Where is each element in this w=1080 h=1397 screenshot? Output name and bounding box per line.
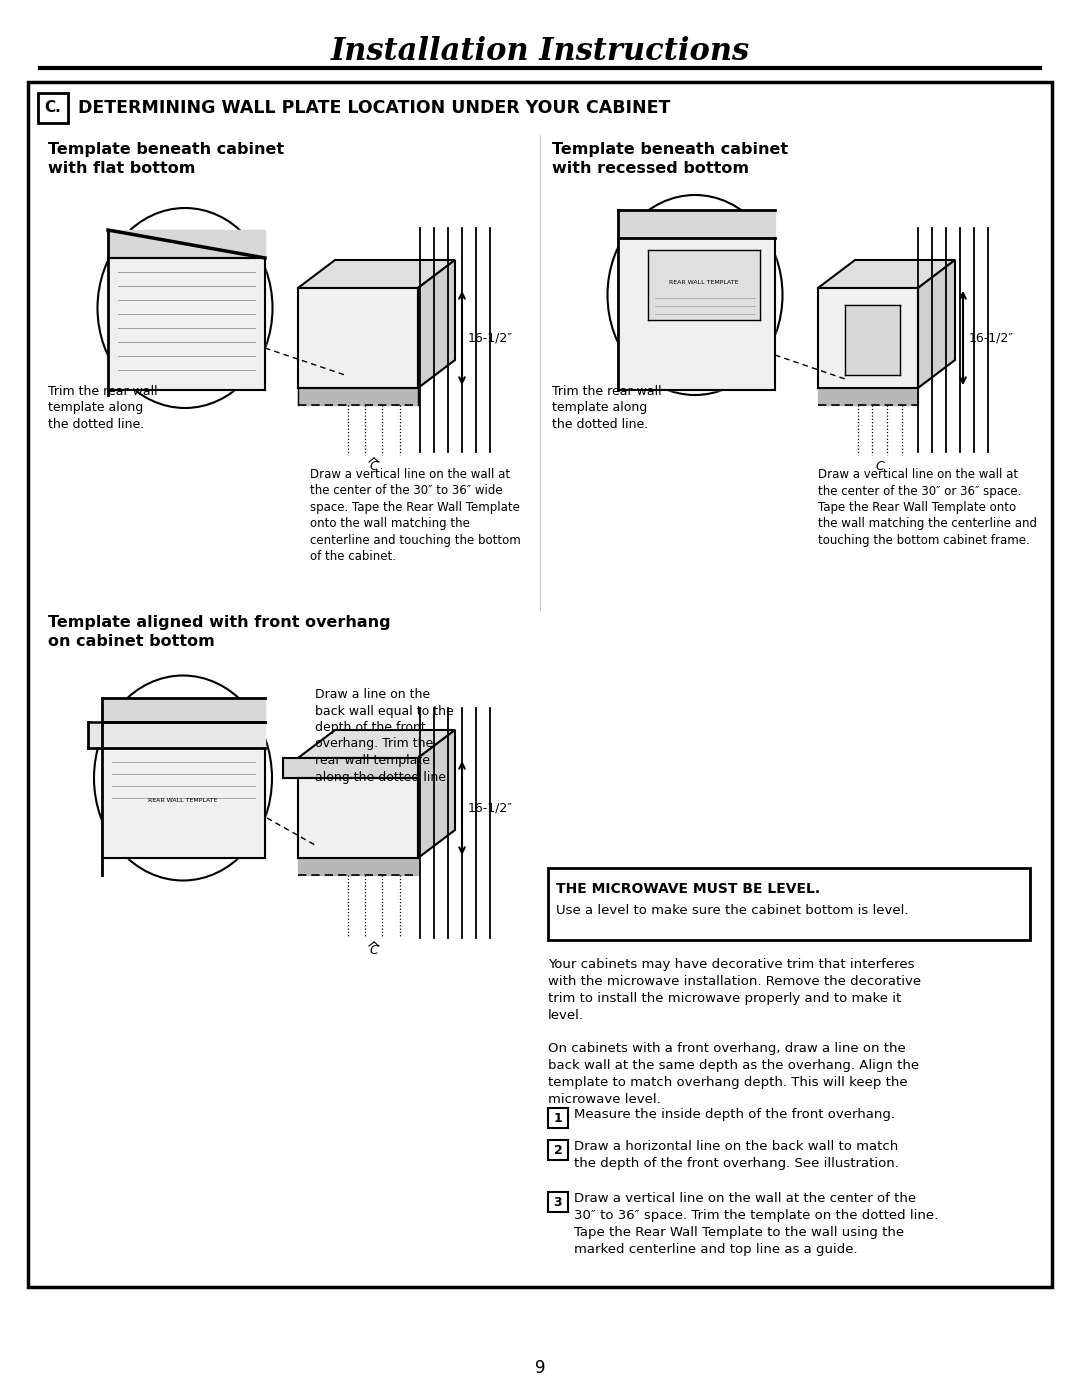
Polygon shape (818, 260, 955, 288)
Text: Draw a line on the
back wall equal to the
depth of the front
overhang. Trim the
: Draw a line on the back wall equal to th… (315, 687, 454, 784)
Text: C.: C. (44, 101, 62, 116)
Polygon shape (108, 258, 265, 390)
Text: Draw a vertical line on the wall at
the center of the 30″ or 36″ space.
Tape the: Draw a vertical line on the wall at the … (818, 468, 1037, 548)
Text: Template beneath cabinet
with recessed bottom: Template beneath cabinet with recessed b… (552, 142, 788, 176)
Text: Template aligned with front overhang
on cabinet bottom: Template aligned with front overhang on … (48, 615, 391, 648)
Polygon shape (298, 388, 418, 405)
Polygon shape (818, 388, 918, 405)
Text: Installation Instructions: Installation Instructions (330, 36, 750, 67)
Text: $\mathit{C}$: $\mathit{C}$ (368, 460, 379, 474)
Bar (548, 1192, 568, 1213)
Polygon shape (918, 260, 955, 388)
Polygon shape (618, 237, 775, 390)
Text: Trim the rear wall
template along
the dotted line.: Trim the rear wall template along the do… (552, 386, 662, 432)
Polygon shape (298, 778, 418, 858)
Text: Draw a horizontal line on the back wall to match
the depth of the front overhang: Draw a horizontal line on the back wall … (573, 1140, 899, 1171)
Polygon shape (648, 250, 760, 320)
Text: REAR WALL TEMPLATE: REAR WALL TEMPLATE (148, 798, 218, 802)
Polygon shape (283, 759, 418, 778)
Text: $\mathit{C}$: $\mathit{C}$ (875, 460, 886, 474)
Polygon shape (298, 858, 418, 875)
Polygon shape (108, 231, 265, 258)
Text: 16-1/2″: 16-1/2″ (969, 331, 1014, 345)
Polygon shape (102, 747, 265, 858)
Text: Measure the inside depth of the front overhang.: Measure the inside depth of the front ov… (573, 1108, 895, 1120)
Bar (28, 82, 1052, 1287)
Bar (548, 1140, 568, 1160)
Text: $\mathit{C}$: $\mathit{C}$ (368, 944, 379, 957)
Polygon shape (618, 210, 775, 237)
Text: 16-1/2″: 16-1/2″ (468, 802, 513, 814)
Text: Trim the rear wall
template along
the dotted line.: Trim the rear wall template along the do… (48, 386, 158, 432)
Polygon shape (298, 260, 455, 288)
Polygon shape (818, 288, 918, 388)
Text: 2: 2 (554, 1144, 563, 1157)
Bar (38, 94, 68, 123)
Text: 9: 9 (535, 1359, 545, 1377)
Polygon shape (418, 260, 455, 388)
Bar (548, 868, 1030, 940)
Text: Use a level to make sure the cabinet bottom is level.: Use a level to make sure the cabinet bot… (556, 904, 908, 916)
Text: Draw a vertical line on the wall at the center of the
30″ to 36″ space. Trim the: Draw a vertical line on the wall at the … (573, 1192, 939, 1256)
Polygon shape (298, 731, 455, 759)
Text: REAR WALL TEMPLATE: REAR WALL TEMPLATE (670, 281, 739, 285)
Text: Template beneath cabinet
with flat bottom: Template beneath cabinet with flat botto… (48, 142, 284, 176)
Polygon shape (87, 722, 265, 747)
Polygon shape (418, 731, 455, 858)
Polygon shape (298, 288, 418, 388)
Text: Your cabinets may have decorative trim that interferes
with the microwave instal: Your cabinets may have decorative trim t… (548, 958, 921, 1023)
Text: On cabinets with a front overhang, draw a line on the
back wall at the same dept: On cabinets with a front overhang, draw … (548, 1042, 919, 1106)
Text: THE MICROWAVE MUST BE LEVEL.: THE MICROWAVE MUST BE LEVEL. (556, 882, 820, 895)
Polygon shape (845, 305, 900, 374)
Text: 1: 1 (554, 1112, 563, 1125)
Text: 16-1/2″: 16-1/2″ (468, 331, 513, 345)
Text: DETERMINING WALL PLATE LOCATION UNDER YOUR CABINET: DETERMINING WALL PLATE LOCATION UNDER YO… (78, 99, 671, 117)
Text: Draw a vertical line on the wall at
the center of the 30″ to 36″ wide
space. Tap: Draw a vertical line on the wall at the … (310, 468, 521, 563)
Text: 3: 3 (554, 1196, 563, 1208)
Polygon shape (102, 698, 265, 722)
Bar (548, 1108, 568, 1127)
